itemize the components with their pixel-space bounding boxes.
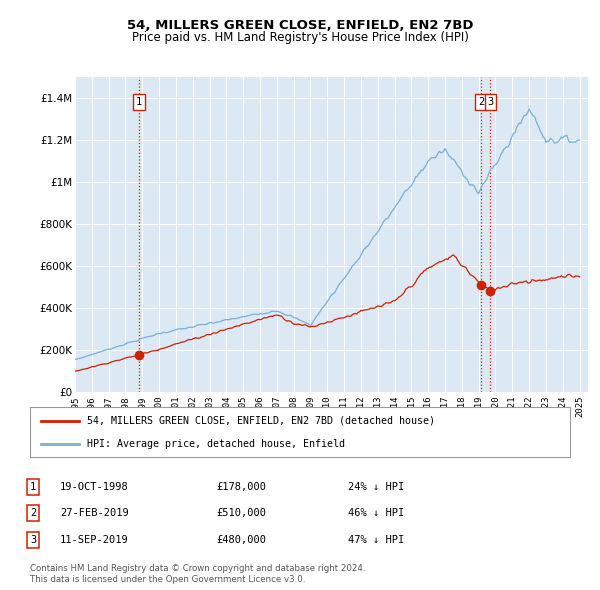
Text: 2: 2 [478,97,484,107]
Text: 27-FEB-2019: 27-FEB-2019 [60,509,129,518]
Text: Contains HM Land Registry data © Crown copyright and database right 2024.: Contains HM Land Registry data © Crown c… [30,565,365,573]
Text: 54, MILLERS GREEN CLOSE, ENFIELD, EN2 7BD: 54, MILLERS GREEN CLOSE, ENFIELD, EN2 7B… [127,19,473,32]
Text: 11-SEP-2019: 11-SEP-2019 [60,535,129,545]
Text: Price paid vs. HM Land Registry's House Price Index (HPI): Price paid vs. HM Land Registry's House … [131,31,469,44]
Text: 46% ↓ HPI: 46% ↓ HPI [348,509,404,518]
Text: This data is licensed under the Open Government Licence v3.0.: This data is licensed under the Open Gov… [30,575,305,584]
Text: £178,000: £178,000 [216,482,266,491]
Text: 1: 1 [30,482,36,491]
Text: 2: 2 [30,509,36,518]
Text: 3: 3 [30,535,36,545]
Text: 47% ↓ HPI: 47% ↓ HPI [348,535,404,545]
Text: 1: 1 [136,97,142,107]
Text: 24% ↓ HPI: 24% ↓ HPI [348,482,404,491]
Text: 3: 3 [487,97,494,107]
Text: £510,000: £510,000 [216,509,266,518]
Text: £480,000: £480,000 [216,535,266,545]
Text: 19-OCT-1998: 19-OCT-1998 [60,482,129,491]
Text: HPI: Average price, detached house, Enfield: HPI: Average price, detached house, Enfi… [86,439,344,449]
Text: 54, MILLERS GREEN CLOSE, ENFIELD, EN2 7BD (detached house): 54, MILLERS GREEN CLOSE, ENFIELD, EN2 7B… [86,415,434,425]
